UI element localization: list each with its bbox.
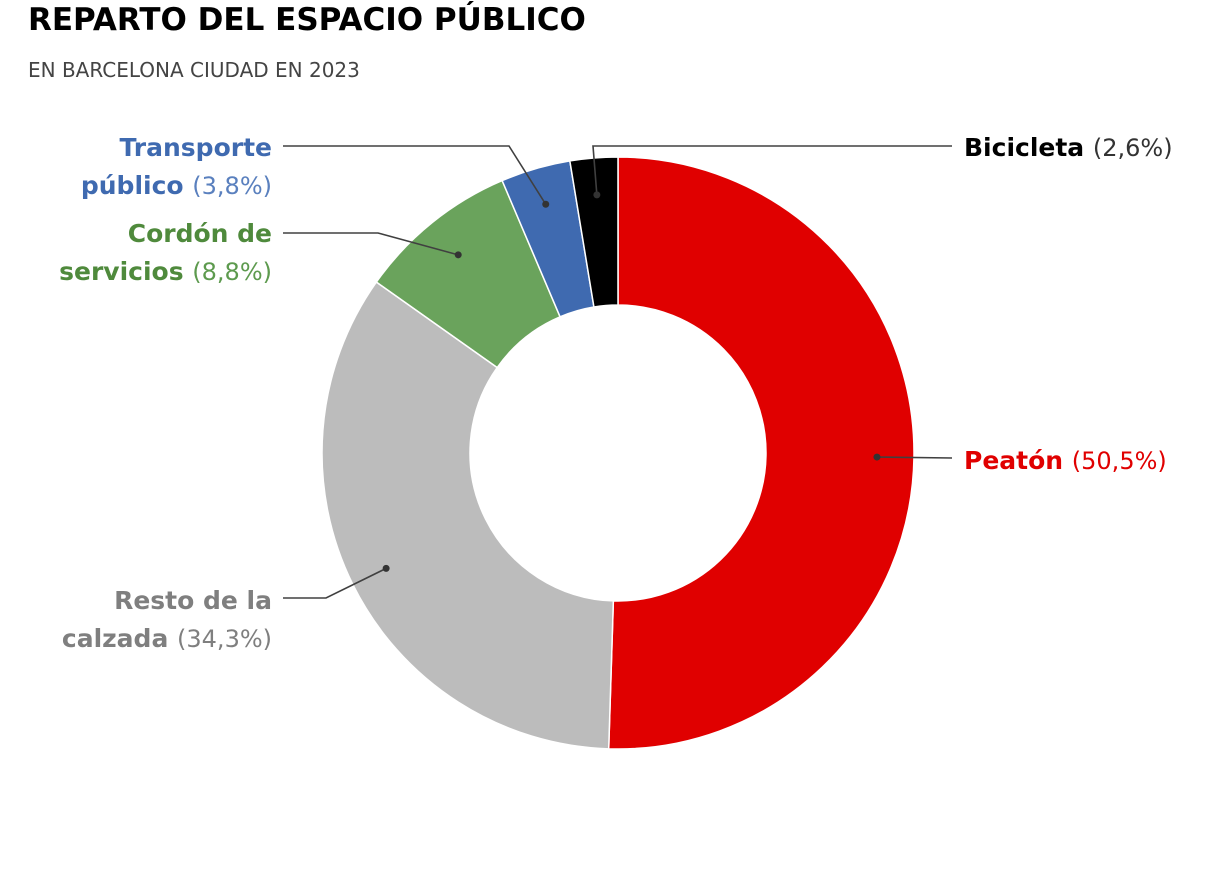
leader-line-1 <box>876 456 953 459</box>
leader-dot-1 <box>873 453 881 461</box>
donut-slices <box>321 156 915 750</box>
leader-lines <box>283 145 953 599</box>
leader-dot-4 <box>542 200 550 208</box>
slice-labels: Peatón (50,5%) Resto de la calzada (34,3%)… <box>59 133 1172 653</box>
slice-label-1: Peatón (50,5%) <box>964 446 1167 475</box>
chart-subtitle: EN BARCELONA CIUDAD EN 2023 <box>28 58 360 82</box>
slice-name-2-line-2: calzada <box>62 624 177 653</box>
donut-slice-2 <box>321 280 615 750</box>
leader-line-5 <box>592 145 952 195</box>
slice-name-2-line-1: Resto de la <box>114 586 272 615</box>
leader-dot-2 <box>382 564 390 572</box>
slice-percent-5: (2,6%) <box>1093 134 1173 162</box>
slice-percent-1: (50,5%) <box>1072 447 1167 475</box>
leader-dot-5 <box>593 191 601 199</box>
slice-label-5: Bicicleta (2,6%) <box>964 133 1173 162</box>
slice-label-4: Transporte público (3,8%) <box>81 133 272 200</box>
donut-slice-1 <box>607 156 915 750</box>
slice-name-4-line-1: Transporte <box>120 133 273 162</box>
leader-line-4 <box>283 145 547 205</box>
slice-name-3-line-2: servicios <box>59 257 192 286</box>
leader-dot-3 <box>454 251 462 259</box>
slice-name-3-line-1: Cordón de <box>128 219 272 248</box>
leader-line-3 <box>283 232 459 256</box>
slice-name-1-line-1: Peatón <box>964 446 1072 475</box>
slice-label-2: Resto de la calzada (34,3%) <box>62 586 272 653</box>
slice-percent-2: (34,3%) <box>177 625 272 653</box>
leader-line-2 <box>283 567 387 599</box>
slice-label-3: Cordón de servicios (8,8%) <box>59 219 272 286</box>
slice-name-5-line-1: Bicicleta <box>964 133 1093 162</box>
chart-title: REPARTO DEL ESPACIO PÚBLICO <box>28 2 586 38</box>
slice-percent-3: (8,8%) <box>192 258 272 286</box>
donut-slice-5 <box>568 156 619 308</box>
slice-percent-4: (3,8%) <box>192 172 272 200</box>
slice-name-4-line-2: público <box>81 171 192 200</box>
